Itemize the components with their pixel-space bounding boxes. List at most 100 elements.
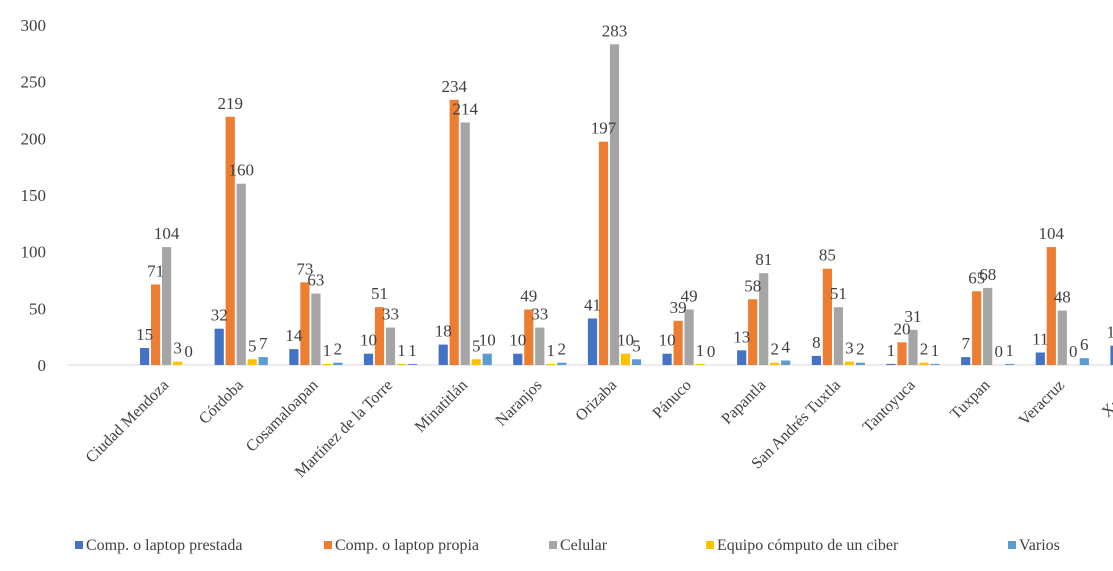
bar-martínez-de-la-torre-series-4 — [397, 364, 406, 365]
bar-veracruz-series-1 — [1036, 353, 1045, 366]
data-label-san-andrés-tuxtla-series-5: 2 — [856, 340, 865, 359]
y-tick-label-0: 0 — [38, 356, 47, 375]
data-label-san-andrés-tuxtla-series-4: 3 — [845, 339, 854, 358]
data-label-pánuco-series-4: 1 — [696, 341, 705, 360]
legend-label-2: Comp. o laptop propia — [335, 537, 479, 554]
data-label-xalapa-series-1: 17 — [1107, 323, 1113, 342]
data-label-san-andrés-tuxtla-series-2: 85 — [819, 246, 836, 265]
bar-córdoba-series-1 — [215, 329, 224, 365]
legend-label-3: Celular — [560, 537, 608, 554]
data-label-ciudad-mendoza-series-2: 71 — [147, 262, 164, 281]
bar-pánuco-series-3 — [685, 310, 694, 366]
x-category-label: Pánuco — [649, 377, 694, 422]
x-category-label: Papantla — [718, 377, 769, 428]
data-label-cosamaloapan-series-5: 2 — [334, 340, 343, 359]
legend-label-5: Varios — [1019, 537, 1060, 554]
bar-naranjos-series-5 — [557, 363, 566, 365]
x-category-label: Córdoba — [196, 377, 247, 428]
data-label-naranjos-series-3: 33 — [531, 305, 548, 324]
bar-orizaba-series-4 — [621, 354, 630, 365]
x-category-label: Tantoyuca — [860, 377, 919, 436]
data-label-tantoyuca-series-1: 1 — [887, 341, 896, 360]
legend-swatch-3 — [549, 541, 557, 549]
y-tick-label-200: 200 — [21, 129, 47, 148]
data-label-martínez-de-la-torre-series-3: 33 — [382, 305, 399, 324]
bar-minatitlán-series-5 — [483, 354, 492, 365]
bar-papantla-series-4 — [770, 363, 779, 365]
data-label-orizaba-series-2: 197 — [591, 119, 617, 138]
data-label-papantla-series-3: 81 — [755, 250, 772, 269]
data-label-córdoba-series-1: 32 — [211, 306, 228, 325]
bar-veracruz-series-3 — [1058, 311, 1067, 365]
data-label-córdoba-series-5: 7 — [259, 334, 268, 353]
data-label-ciudad-mendoza-series-3: 104 — [154, 224, 180, 243]
bar-pánuco-series-4 — [696, 364, 705, 365]
bar-san-andrés-tuxtla-series-3 — [834, 307, 843, 365]
bar-papantla-series-5 — [781, 361, 790, 366]
legend-swatch-1 — [75, 541, 83, 549]
bar-veracruz-series-5 — [1080, 358, 1089, 365]
legend-swatch-5 — [1008, 541, 1016, 549]
data-label-minatitlán-series-2: 234 — [441, 77, 467, 96]
data-label-martínez-de-la-torre-series-5: 1 — [408, 341, 417, 360]
data-label-pánuco-series-3: 49 — [681, 287, 698, 306]
bar-naranjos-series-3 — [535, 328, 544, 365]
legend-swatch-2 — [324, 541, 332, 549]
x-category-label: Ciudad Mendoza — [83, 377, 173, 467]
x-category-label: Orizaba — [572, 377, 620, 425]
bar-cosamaloapan-series-4 — [322, 364, 331, 365]
data-label-martínez-de-la-torre-series-2: 51 — [371, 284, 388, 303]
data-label-martínez-de-la-torre-series-1: 10 — [360, 331, 377, 350]
data-label-ciudad-mendoza-series-1: 15 — [136, 325, 153, 344]
data-label-tuxpan-series-4: 0 — [994, 342, 1003, 361]
bar-tuxpan-series-3 — [983, 288, 992, 365]
bar-córdoba-series-4 — [248, 359, 257, 365]
x-category-label: Minatitlán — [412, 377, 471, 436]
bar-tuxpan-series-2 — [972, 291, 981, 365]
bars-layer — [140, 44, 1113, 365]
bar-martínez-de-la-torre-series-3 — [386, 328, 395, 365]
legend-label-1: Comp. o laptop prestada — [86, 537, 242, 554]
data-label-san-andrés-tuxtla-series-1: 8 — [812, 333, 821, 352]
data-label-ciudad-mendoza-series-4: 3 — [173, 339, 182, 358]
y-tick-label-250: 250 — [21, 73, 47, 92]
bar-tantoyuca-series-4 — [919, 363, 928, 365]
data-label-san-andrés-tuxtla-series-3: 51 — [830, 284, 847, 303]
bar-san-andrés-tuxtla-series-5 — [856, 363, 865, 365]
data-label-tuxpan-series-3: 68 — [979, 265, 996, 284]
data-label-orizaba-series-5: 5 — [632, 336, 641, 355]
data-label-martínez-de-la-torre-series-4: 1 — [397, 341, 406, 360]
y-tick-label-100: 100 — [21, 243, 47, 262]
bar-naranjos-series-1 — [513, 354, 522, 365]
data-label-córdoba-series-3: 160 — [228, 161, 254, 180]
bar-orizaba-series-1 — [588, 319, 597, 366]
bar-ciudad-mendoza-series-1 — [140, 348, 149, 365]
legend-swatch-4 — [706, 541, 714, 549]
bar-córdoba-series-3 — [237, 184, 246, 365]
bar-ciudad-mendoza-series-4 — [173, 362, 182, 365]
data-label-naranjos-series-1: 10 — [509, 331, 526, 350]
data-label-papantla-series-5: 4 — [781, 338, 790, 357]
data-label-papantla-series-4: 2 — [770, 340, 779, 359]
data-label-veracruz-series-1: 11 — [1032, 330, 1048, 349]
x-category-label: Tuxpan — [947, 377, 993, 423]
data-label-papantla-series-2: 58 — [744, 276, 761, 295]
data-label-orizaba-series-1: 41 — [584, 296, 601, 315]
data-label-naranjos-series-5: 2 — [558, 340, 567, 359]
data-label-veracruz-series-2: 104 — [1039, 224, 1065, 243]
bar-tuxpan-series-5 — [1005, 364, 1014, 365]
data-label-pánuco-series-5: 0 — [707, 342, 716, 361]
data-label-tantoyuca-series-3: 31 — [905, 307, 922, 326]
bar-cosamaloapan-series-5 — [333, 363, 342, 365]
data-label-tuxpan-series-1: 7 — [961, 334, 970, 353]
bar-córdoba-series-2 — [226, 117, 235, 365]
data-label-cosamaloapan-series-4: 1 — [323, 341, 332, 360]
bar-cosamaloapan-series-1 — [289, 349, 298, 365]
data-label-naranjos-series-2: 49 — [520, 287, 537, 306]
legend-label-4: Equipo cómputo de un ciber — [717, 537, 899, 554]
data-label-córdoba-series-4: 5 — [248, 336, 257, 355]
y-tick-label-50: 50 — [29, 299, 46, 318]
